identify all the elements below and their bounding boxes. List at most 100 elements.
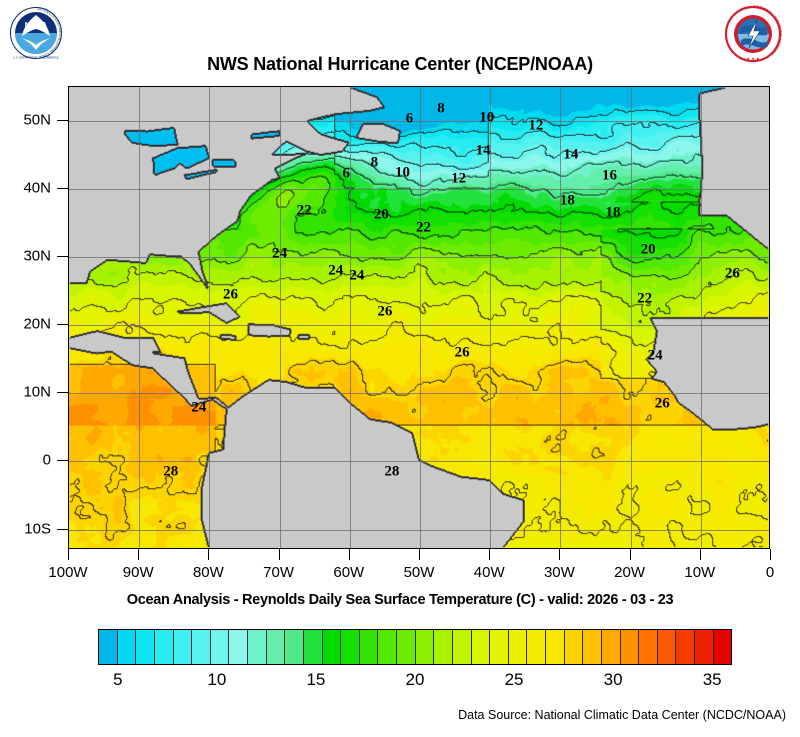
tick-lat-10N xyxy=(57,392,68,394)
colorbar-cell-15 xyxy=(378,630,397,664)
colorbar-cell-11 xyxy=(303,630,323,664)
contour-label-26-18: 26 xyxy=(654,395,670,412)
axis-label-lat-0: 0 xyxy=(42,451,51,469)
contour-label-12-11: 12 xyxy=(451,170,467,187)
axis-label-lat-10N: 10N xyxy=(23,383,51,401)
colorbar-cell-5 xyxy=(192,630,211,664)
colorbar-cell-12 xyxy=(322,630,342,664)
colorbar-cell-8 xyxy=(248,630,267,664)
gridline-lon-80W xyxy=(209,87,211,548)
colorbar-cell-10 xyxy=(285,630,304,664)
axis-label-lon-0: 0 xyxy=(765,564,775,581)
tick-lon-40W xyxy=(489,549,491,560)
axis-label-lat-20N: 20N xyxy=(23,315,51,333)
data-source-credit: Data Source: National Climatic Data Cent… xyxy=(458,708,786,722)
tick-lat-0 xyxy=(57,460,68,462)
svg-text:NOAA: NOAA xyxy=(25,22,48,29)
colorbar-cell-24 xyxy=(546,630,565,664)
colorbar-cell-31 xyxy=(676,630,695,664)
gridline-lat-0 xyxy=(69,461,769,463)
colorbar-cell-29 xyxy=(639,630,658,664)
colorbar-cell-32 xyxy=(695,630,714,664)
page-title: NWS National Hurricane Center (NCEP/NOAA… xyxy=(207,54,593,74)
contour-label-24-20: 24 xyxy=(272,245,288,262)
axis-label-lon-60W: 60W xyxy=(333,564,365,581)
contour-label-24-26: 24 xyxy=(191,399,207,416)
colorbar-cell-30 xyxy=(657,630,677,664)
contour-label-18-6: 18 xyxy=(559,192,575,209)
tick-lat-10S xyxy=(57,528,68,530)
colorbar-label-30: 30 xyxy=(603,670,623,689)
colorbar-cell-28 xyxy=(620,630,640,664)
contour-label-26-29: 26 xyxy=(724,265,740,282)
tick-lat-50N xyxy=(57,120,68,122)
tick-lon-30W xyxy=(559,549,561,560)
axis-label-lon-100W: 100W xyxy=(48,564,88,581)
axis-label-lat-30N: 30N xyxy=(23,247,51,265)
contour-label-10-10: 10 xyxy=(394,164,410,181)
gridline-lon-20W xyxy=(630,87,632,548)
contour-label-14-12: 14 xyxy=(475,142,491,159)
gridline-lon-10W xyxy=(700,87,702,548)
contour-label-28-27: 28 xyxy=(163,463,179,480)
contour-label-22-16: 22 xyxy=(637,290,653,307)
gridline-lat-50N xyxy=(69,121,769,123)
contour-label-26-23: 26 xyxy=(222,286,238,303)
tick-lon-10W xyxy=(699,549,701,560)
axis-label-lon-10W: 10W xyxy=(684,564,716,581)
gridline-lon-90W xyxy=(139,87,141,548)
gridline-lat-30N xyxy=(69,257,769,259)
colorbar-cell-2 xyxy=(136,630,155,664)
tick-lon-90W xyxy=(138,549,140,560)
tick-lon-20W xyxy=(629,549,631,560)
colorbar-cell-33 xyxy=(713,630,732,664)
colorbar-cell-16 xyxy=(397,630,416,664)
contour-label-26-25: 26 xyxy=(454,344,470,361)
axis-label-lon-80W: 80W xyxy=(192,564,224,581)
sst-heatmap-canvas xyxy=(69,87,769,548)
tick-lon-60W xyxy=(348,549,350,560)
colorbar-cell-26 xyxy=(583,630,602,664)
colorbar-label-35: 35 xyxy=(702,670,722,689)
contour-label-16-5: 16 xyxy=(602,167,618,183)
colorbar-cell-20 xyxy=(471,630,491,664)
map-subtitle: Ocean Analysis - Reynolds Daily Sea Surf… xyxy=(126,592,674,608)
tick-lon-70W xyxy=(278,549,280,560)
tick-lat-40N xyxy=(57,188,68,190)
contour-label-22-19: 22 xyxy=(296,202,312,219)
contour-label-12-3: 12 xyxy=(528,117,544,134)
axis-label-lon-20W: 20W xyxy=(614,564,646,581)
contour-label-24-17: 24 xyxy=(647,347,663,364)
tick-lon-80W xyxy=(208,549,210,560)
axis-label-lon-50W: 50W xyxy=(403,564,435,581)
contour-label-20-13: 20 xyxy=(373,206,389,223)
colorbar-cell-25 xyxy=(564,630,584,664)
colorbar-cell-0 xyxy=(99,630,118,664)
gridline-lat-40N xyxy=(69,189,769,191)
colorbar-cell-14 xyxy=(359,630,379,664)
colorbar-cell-13 xyxy=(341,630,360,664)
contour-label-24-21: 24 xyxy=(328,262,344,279)
tick-lon-0 xyxy=(770,549,771,560)
colorbar-cells xyxy=(98,629,732,665)
gridline-lon-30W xyxy=(560,87,562,548)
contour-label-8-9: 8 xyxy=(370,154,379,171)
gridline-lat-10S xyxy=(69,529,769,531)
colorbar-cell-4 xyxy=(173,630,193,664)
tick-lat-20N xyxy=(57,324,68,326)
contour-label-24-24: 24 xyxy=(349,267,365,284)
contour-label-20-15: 20 xyxy=(640,241,656,258)
colorbar-cell-7 xyxy=(229,630,248,664)
colorbar-label-10: 10 xyxy=(207,670,227,689)
sst-map-plot: 6 8 10 12 14 16 18 18 6 8 10 12 14 20 22 20 22 24 26 22 24 24… xyxy=(68,86,770,549)
axis-label-lat-50N: 50N xyxy=(23,111,51,129)
axis-label-lon-30W: 30W xyxy=(543,564,575,581)
contour-label-26-22: 26 xyxy=(377,303,393,320)
colorbar-cell-27 xyxy=(601,630,621,664)
colorbar-cell-18 xyxy=(434,630,453,664)
tick-lon-100W xyxy=(68,549,69,560)
colorbar-cell-9 xyxy=(266,630,286,664)
tick-lat-30N xyxy=(57,256,68,258)
colorbar-cell-22 xyxy=(508,630,528,664)
axis-label-lat-10S: 10S xyxy=(24,520,51,538)
